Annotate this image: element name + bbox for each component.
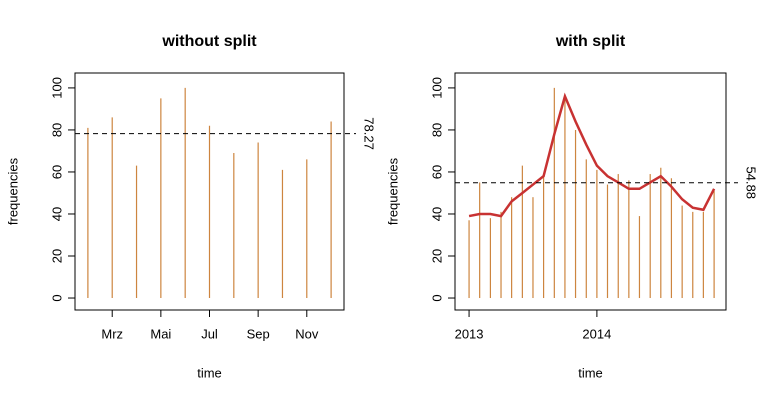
chart-title: without split: [161, 33, 257, 50]
x-tick-label: 2014: [582, 326, 611, 341]
y-tick-label: 80: [49, 123, 64, 137]
y-tick-label: 60: [429, 165, 444, 179]
y-tick-label: 60: [49, 165, 64, 179]
y-tick-label: 40: [429, 207, 444, 221]
y-tick-label: 100: [429, 77, 444, 99]
y-tick-label: 20: [429, 249, 444, 263]
y-tick-label: 40: [49, 207, 64, 221]
y-axis-label: frequencies: [385, 157, 400, 225]
x-tick-label: Mrz: [101, 326, 123, 341]
mean-label: 78.27: [362, 117, 377, 150]
x-axis-label: time: [578, 365, 603, 380]
x-tick-label: Mai: [150, 326, 171, 341]
y-tick-label: 0: [429, 294, 444, 301]
y-tick-label: 100: [49, 77, 64, 99]
y-axis-label: frequencies: [5, 157, 20, 225]
chart-title: with split: [555, 33, 626, 50]
x-tick-label: 2013: [455, 326, 484, 341]
mean-label: 54.88: [744, 166, 759, 199]
y-tick-label: 0: [49, 294, 64, 301]
plot-box: [454, 72, 727, 311]
x-tick-label: Jul: [201, 326, 218, 341]
x-tick-label: Nov: [295, 326, 319, 341]
y-tick-label: 20: [49, 249, 64, 263]
trend-line: [468, 92, 716, 218]
y-tick-label: 80: [429, 123, 444, 137]
x-axis-label: time: [197, 365, 222, 380]
x-tick-label: Sep: [247, 326, 270, 341]
